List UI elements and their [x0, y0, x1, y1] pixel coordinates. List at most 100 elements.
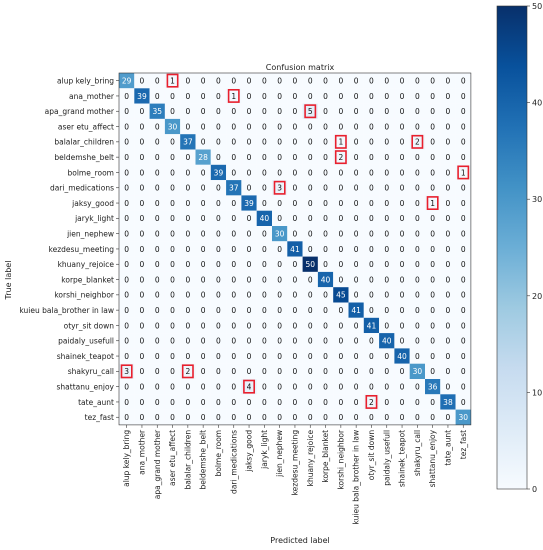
row-tick-label: kezdesu_meeting — [49, 245, 115, 254]
matrix-cell — [394, 348, 410, 364]
cell-value: 0 — [430, 413, 435, 422]
cell-value: 2 — [338, 153, 343, 162]
matrix-cell — [317, 302, 334, 318]
matrix-cell — [164, 333, 181, 349]
matrix-cell — [195, 379, 211, 395]
cell-value: 50 — [305, 260, 315, 269]
matrix-cell — [226, 210, 242, 226]
matrix-cell — [379, 226, 395, 242]
y-axis-label: True label — [4, 261, 13, 301]
cell-value: 0 — [415, 229, 420, 238]
cell-value: 0 — [124, 122, 129, 131]
matrix-cell — [149, 134, 165, 150]
cell-value: 0 — [231, 352, 236, 361]
matrix-cell — [195, 195, 211, 211]
cell-value: 0 — [155, 199, 160, 208]
cell-value: 0 — [461, 337, 466, 346]
cell-value: 0 — [354, 76, 359, 85]
matrix-cell — [164, 88, 181, 104]
matrix-cell — [164, 103, 181, 119]
cell-value: 0 — [293, 138, 298, 147]
matrix-cell — [241, 317, 257, 334]
cell-value: 0 — [384, 306, 389, 315]
matrix-cell — [210, 226, 227, 242]
cell-value: 0 — [277, 291, 282, 300]
matrix-cell — [241, 149, 257, 165]
cell-value: 0 — [231, 413, 236, 422]
cell-value: 0 — [201, 122, 206, 131]
matrix-cell — [302, 210, 318, 226]
cell-value: 0 — [124, 199, 129, 208]
cell-value: 0 — [384, 122, 389, 131]
row-tick-label: alup kely_bring — [57, 76, 114, 85]
matrix-cell — [119, 394, 135, 410]
cell-value: 0 — [124, 184, 129, 193]
matrix-cell — [409, 195, 425, 211]
matrix-cell — [333, 164, 349, 181]
cell-value: 0 — [415, 168, 420, 177]
cell-value: 0 — [384, 367, 389, 376]
cell-value: 0 — [124, 291, 129, 300]
highlight-box — [334, 150, 347, 165]
matrix-cell — [119, 317, 135, 334]
cell-value: 0 — [415, 398, 420, 407]
matrix-cell — [333, 271, 349, 288]
cell-value: 0 — [247, 92, 252, 101]
cell-value: 0 — [369, 260, 374, 269]
cell-value: 0 — [185, 122, 190, 131]
cell-value: 0 — [262, 337, 267, 346]
cell-value: 0 — [446, 275, 451, 284]
cell-value: 0 — [247, 260, 252, 269]
cell-value: 0 — [201, 199, 206, 208]
matrix-cell — [241, 118, 257, 135]
cell-value: 0 — [155, 76, 160, 85]
matrix-cell — [241, 409, 257, 425]
cell-value: 41 — [367, 321, 377, 330]
matrix-cell — [287, 287, 303, 303]
cell-value: 0 — [216, 352, 221, 361]
cell-value: 0 — [140, 321, 145, 330]
matrix-cell — [440, 226, 456, 242]
cell-value: 0 — [185, 321, 190, 330]
matrix-cell — [409, 103, 425, 119]
cell-value: 0 — [247, 153, 252, 162]
cell-value: 0 — [446, 199, 451, 208]
matrix-cell — [409, 180, 425, 196]
cell-value: 0 — [231, 291, 236, 300]
matrix-cell — [272, 241, 288, 257]
cell-value: 0 — [231, 229, 236, 238]
matrix-cell — [134, 118, 150, 135]
matrix-cell — [363, 180, 380, 196]
matrix-cell — [164, 302, 181, 318]
colorbar-tick-label: 10 — [532, 388, 542, 397]
matrix-cell — [348, 348, 364, 364]
matrix-cell — [256, 333, 272, 349]
highlight-box — [181, 364, 194, 379]
cell-value: 0 — [185, 214, 190, 223]
matrix-cell — [180, 317, 196, 334]
matrix-cell — [241, 363, 257, 379]
matrix-cell — [226, 134, 242, 150]
row-tick-label: bolme_room — [67, 168, 114, 177]
cell-value: 0 — [262, 199, 267, 208]
cell-value: 0 — [155, 291, 160, 300]
matrix-cell — [272, 195, 288, 211]
cell-value: 0 — [430, 168, 435, 177]
matrix-cell — [348, 271, 364, 288]
matrix-cell — [195, 241, 211, 257]
matrix-cell — [256, 302, 272, 318]
matrix-cell — [241, 164, 257, 181]
cell-value: 0 — [170, 367, 175, 376]
matrix-cell — [272, 271, 288, 288]
matrix-cell — [379, 180, 395, 196]
matrix-cell — [195, 73, 211, 89]
matrix-cell — [379, 317, 395, 334]
cell-value: 3 — [277, 184, 282, 193]
matrix-cell — [287, 134, 303, 150]
highlight-box — [304, 104, 317, 119]
cell-value: 0 — [430, 184, 435, 193]
matrix-cell — [394, 73, 410, 89]
cell-value: 0 — [461, 199, 466, 208]
cell-value: 0 — [262, 367, 267, 376]
matrix-cell — [287, 271, 303, 288]
